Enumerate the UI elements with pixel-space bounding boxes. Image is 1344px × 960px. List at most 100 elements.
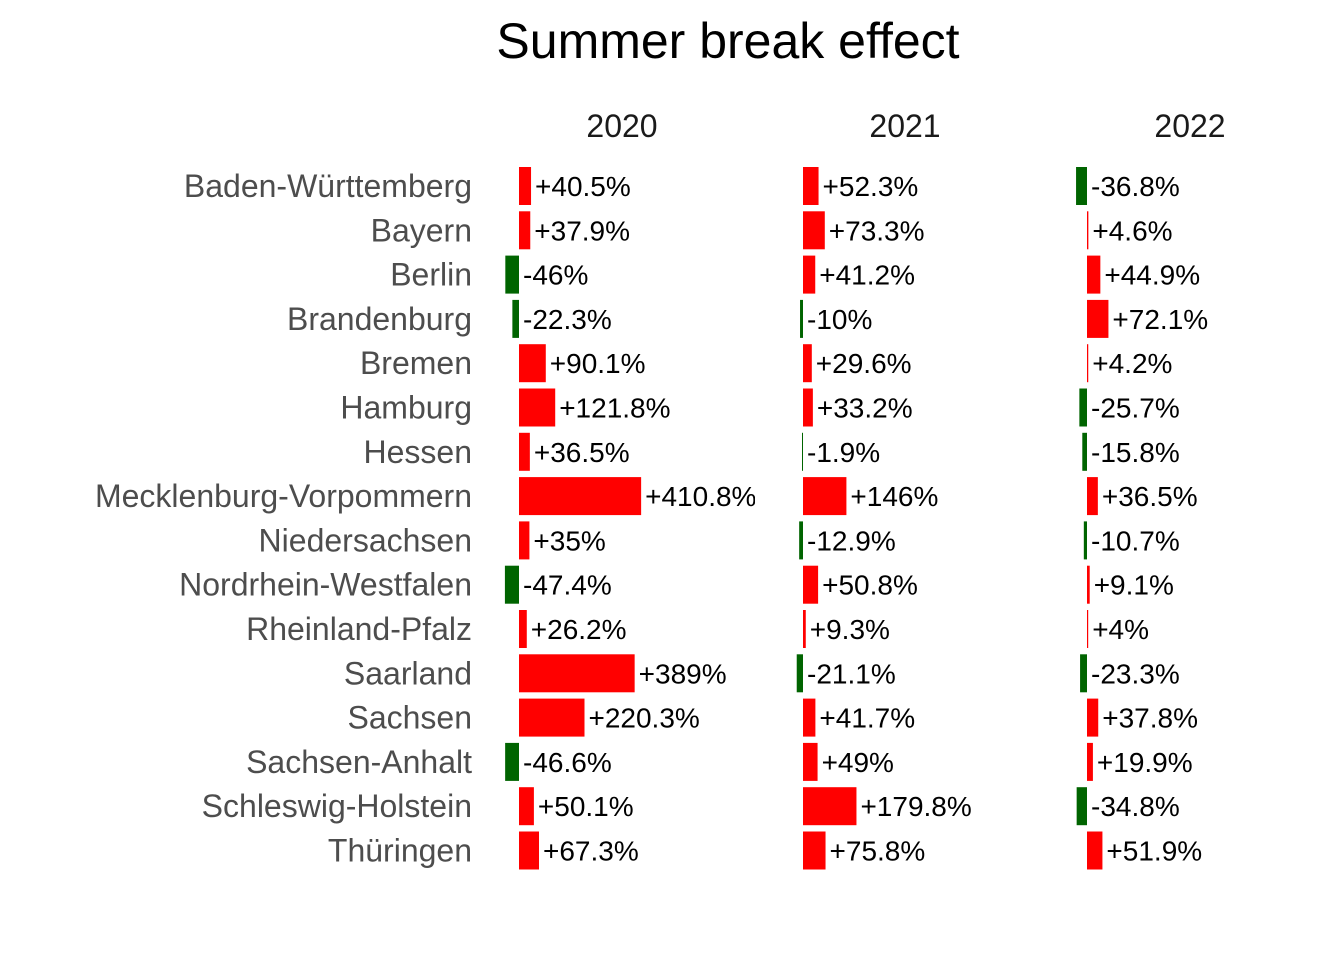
bar-value-label: +121.8% xyxy=(559,393,670,424)
bar-value-label: +19.9% xyxy=(1097,747,1193,778)
category-label: Hessen xyxy=(364,434,473,470)
bar-value-label: +9.3% xyxy=(810,614,890,645)
bar-value-label: +389% xyxy=(639,658,727,689)
bar xyxy=(1087,742,1093,781)
bar-value-label: +52.3% xyxy=(823,171,919,202)
bar-value-label: +4% xyxy=(1092,614,1149,645)
panel-labels-2022: -36.8% +4.6% +44.9% +72.1% +4.2% -25.7% -15.8%… xyxy=(1091,171,1208,867)
bar xyxy=(1087,698,1099,737)
facet-label-2022: 2022 xyxy=(1154,108,1225,144)
bar xyxy=(803,787,857,826)
chart-title: Summer break effect xyxy=(496,13,959,69)
bar xyxy=(519,654,635,693)
category-label: Baden-Württemberg xyxy=(184,168,472,204)
bar xyxy=(1087,211,1089,250)
bar xyxy=(800,299,803,338)
category-label: Sachsen xyxy=(347,700,472,736)
bar-value-label: -10.7% xyxy=(1091,525,1180,556)
bar xyxy=(803,211,825,250)
bar xyxy=(512,299,519,338)
bar xyxy=(1087,299,1109,338)
category-label: Nordrhein-Westfalen xyxy=(179,567,472,603)
bar xyxy=(1087,831,1103,870)
bar-value-label: +9.1% xyxy=(1094,570,1174,601)
bar xyxy=(803,255,816,294)
bar-value-label: -36.8% xyxy=(1091,171,1180,202)
category-label: Thüringen xyxy=(328,833,472,869)
bar-value-label: +72.1% xyxy=(1112,304,1208,335)
bar-value-label: +50.8% xyxy=(822,570,918,601)
bar xyxy=(1087,610,1089,648)
bar xyxy=(519,610,527,648)
bar-value-label: -10% xyxy=(807,304,872,335)
bar-value-label: -23.3% xyxy=(1091,658,1180,689)
bar xyxy=(796,654,803,693)
bar xyxy=(519,521,530,560)
bar xyxy=(1087,565,1090,604)
bar-value-label: -47.4% xyxy=(523,570,612,601)
bar-value-label: +37.9% xyxy=(534,215,630,246)
bar xyxy=(1082,432,1087,471)
category-label: Brandenburg xyxy=(287,301,472,337)
bar xyxy=(1087,477,1098,516)
bar-value-label: -21.1% xyxy=(807,658,896,689)
bar-value-label: +73.3% xyxy=(829,215,925,246)
bar-value-label: +26.2% xyxy=(531,614,627,645)
bar-value-label: +44.9% xyxy=(1104,260,1200,291)
bar-value-label: +29.6% xyxy=(816,348,912,379)
bar-value-label: -46.6% xyxy=(523,747,612,778)
category-label: Schleswig-Holstein xyxy=(202,788,472,824)
bar xyxy=(802,432,803,471)
bar-value-label: -15.8% xyxy=(1091,437,1180,468)
bar xyxy=(803,610,806,648)
bar xyxy=(1076,167,1087,205)
category-label: Hamburg xyxy=(340,390,472,426)
panel-bars-2020 xyxy=(504,167,642,870)
panel-bars-2021 xyxy=(796,167,857,870)
bar xyxy=(519,477,642,516)
category-label: Bayern xyxy=(371,212,472,248)
category-label: Mecklenburg-Vorpommern xyxy=(95,478,472,514)
panel-labels-2020: +40.5% +37.9% -46% -22.3% +90.1% +121.8% +36.5… xyxy=(523,171,756,867)
bar xyxy=(519,211,531,250)
bar-value-label: +36.5% xyxy=(534,437,630,468)
bar xyxy=(803,167,819,205)
bar xyxy=(799,521,803,560)
bar xyxy=(1080,654,1087,693)
category-label: Niedersachsen xyxy=(259,522,472,558)
bar xyxy=(1087,344,1089,383)
category-label: Rheinland-Pfalz xyxy=(246,611,472,647)
bar xyxy=(505,255,519,294)
bar xyxy=(803,565,819,604)
bar xyxy=(519,831,540,870)
bar xyxy=(504,565,519,604)
bar-value-label: +75.8% xyxy=(830,836,926,867)
panel-labels-2021: +52.3% +73.3% +41.2% -10% +29.6% +33.2% -1.9% +… xyxy=(807,171,972,867)
bar-value-label: +36.5% xyxy=(1102,481,1198,512)
bar xyxy=(505,742,519,781)
bar-value-label: -46% xyxy=(523,260,588,291)
bar-value-label: -34.8% xyxy=(1091,791,1180,822)
facet-labels: 2020 2021 2022 xyxy=(586,108,1225,144)
bar-value-label: +33.2% xyxy=(817,393,913,424)
category-label: Berlin xyxy=(390,257,472,293)
bar-value-label: +37.8% xyxy=(1102,703,1198,734)
bar-value-label: +4.2% xyxy=(1092,348,1172,379)
bar xyxy=(1087,255,1101,294)
bar xyxy=(519,432,530,471)
bar-value-label: -25.7% xyxy=(1091,393,1180,424)
bar-value-label: +49% xyxy=(822,747,894,778)
bars xyxy=(504,167,1109,870)
bar xyxy=(803,388,813,427)
bar-value-label: -12.9% xyxy=(807,525,896,556)
category-label: Sachsen-Anhalt xyxy=(246,744,472,780)
bar xyxy=(803,698,816,737)
bar-value-label: +410.8% xyxy=(645,481,756,512)
panel-bars-2022 xyxy=(1076,167,1109,870)
bar xyxy=(1079,388,1087,427)
bar-value-label: +67.3% xyxy=(543,836,639,867)
bar-value-label: +146% xyxy=(850,481,938,512)
bar xyxy=(519,787,534,826)
bar-value-label: +90.1% xyxy=(550,348,646,379)
bar-value-label: +4.6% xyxy=(1092,215,1172,246)
